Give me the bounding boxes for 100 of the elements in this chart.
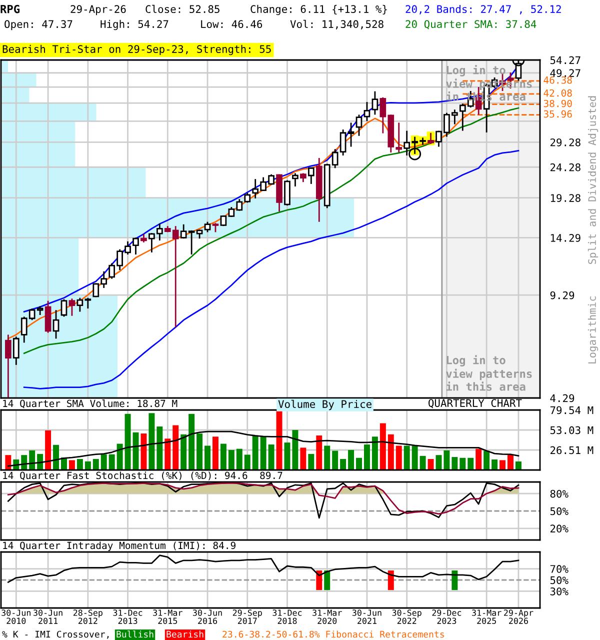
bar — [460, 458, 466, 470]
candlestick — [212, 222, 219, 233]
bar — [388, 434, 394, 470]
bar — [204, 446, 210, 470]
line-series — [7, 554, 520, 583]
ref-line-label: 46.38 — [544, 76, 572, 84]
candlestick — [372, 90, 378, 116]
candlestick — [68, 298, 76, 317]
bar — [332, 450, 338, 470]
chart-title: 14 Quarter Intraday Momentum (IMI): 84.9 — [3, 542, 236, 551]
bar — [436, 455, 442, 470]
bar — [515, 461, 522, 470]
y-tick-label: 30% — [550, 587, 568, 596]
bar — [188, 414, 195, 470]
bar — [53, 444, 60, 470]
bar — [236, 448, 242, 470]
text: 20,2 Bands: 27.47 , 52.12 — [406, 4, 561, 14]
bar — [260, 436, 266, 470]
x-tick-label: 30-Jun 2016 — [193, 610, 222, 624]
chart-title: 14 Quarter Fast Stochastic (%K) (%D): 94.6 89.7 — [3, 472, 282, 480]
bar — [492, 459, 498, 470]
chart-title: 14 Quarter SMA Volume: 18.87 M — [3, 400, 178, 408]
x-tick-label: 30-Jun 2010 — [2, 610, 30, 624]
candlestick — [284, 180, 290, 206]
text: Low: 46.46 — [201, 20, 262, 28]
bar — [372, 436, 378, 470]
y-tick-label: 53.03 M — [550, 426, 594, 434]
candlestick — [364, 101, 370, 122]
x-tick-label: 30-Jun 2021 — [352, 610, 382, 624]
bar — [500, 460, 506, 470]
chart-title: RPG — [0, 4, 20, 14]
text: Change: 6.11 {+13.1 %} — [250, 4, 387, 16]
bar — [452, 457, 458, 470]
bar — [404, 446, 410, 470]
line-series — [7, 430, 520, 467]
candlestick — [356, 114, 362, 137]
bar — [444, 450, 450, 470]
x-tick-label: 31-Mar 2020 — [312, 610, 342, 624]
x-tick-label: 31-Dec 2013 — [113, 610, 142, 624]
bar — [148, 413, 155, 470]
bar — [396, 446, 402, 470]
y-tick-label: 26.51 M — [550, 446, 594, 454]
text: Vol: 11,340,528 — [290, 20, 384, 30]
ref-line-label: 38.90 — [544, 100, 572, 108]
bar — [268, 444, 274, 470]
bar — [164, 438, 171, 470]
x-tick-label: 30-Sep 2022 — [392, 610, 422, 624]
text: Close: 52.85 — [146, 4, 220, 14]
annotation: Log in to view patterns in this area — [446, 355, 532, 391]
bar — [252, 436, 258, 470]
bar — [356, 458, 362, 470]
x-tick-label: 29-Dec 2023 — [432, 610, 462, 624]
y-tick-label: 14.29 — [550, 234, 580, 242]
bar — [140, 433, 147, 470]
candlestick — [12, 336, 20, 366]
x-tick-label: 30-Jun 2011 — [34, 610, 62, 624]
bar — [380, 423, 386, 470]
bar — [172, 425, 179, 470]
bar — [348, 450, 354, 470]
bar — [316, 435, 322, 470]
bar — [45, 430, 52, 470]
bar — [220, 444, 226, 470]
bar — [284, 442, 290, 470]
text: 23.6-38.2-50-61.8% Fibonacci Retracements — [222, 630, 444, 638]
text: Bullish — [116, 630, 154, 638]
y-tick-label: 50% — [550, 576, 568, 584]
bar — [180, 434, 187, 470]
candlestick — [5, 334, 12, 398]
y-tick-label: 24.28 — [550, 163, 580, 172]
bar — [5, 455, 12, 470]
bar — [212, 436, 218, 470]
ref-line-label: 35.96 — [544, 110, 572, 118]
y-tick-label: 80% — [550, 490, 568, 498]
chart-subtitle: Bearish Tri-Star on 29-Sep-23, Strength: 55 — [2, 44, 271, 56]
bar — [324, 446, 330, 470]
candlestick — [292, 172, 298, 188]
line-series — [23, 107, 520, 354]
text: Open: 47.37 — [4, 20, 72, 30]
x-tick-label: 31-Dec 2018 — [272, 610, 302, 624]
candlestick — [308, 166, 314, 185]
bar — [364, 444, 370, 470]
text: 20 Quarter SMA: 37.84 — [406, 20, 536, 30]
bar — [308, 454, 314, 470]
x-tick-label: 29-Apr 2026 — [504, 610, 534, 624]
bar — [412, 446, 418, 470]
text: Logarithmic — [588, 296, 598, 364]
bar — [340, 458, 346, 470]
bar — [292, 430, 298, 470]
bar — [116, 444, 123, 470]
x-tick-label: 31-Mar 2015 — [153, 610, 182, 624]
y-tick-label: 49.27 — [550, 69, 580, 78]
bar — [29, 450, 36, 470]
y-tick-label: 19.28 — [550, 194, 580, 202]
bar — [300, 448, 306, 470]
bar — [420, 456, 426, 470]
y-tick-label: 20% — [550, 524, 568, 533]
y-tick-label: 29.28 — [550, 138, 580, 146]
ref-line-label: 42.08 — [544, 89, 572, 97]
bar — [108, 454, 115, 470]
bar — [84, 461, 91, 470]
